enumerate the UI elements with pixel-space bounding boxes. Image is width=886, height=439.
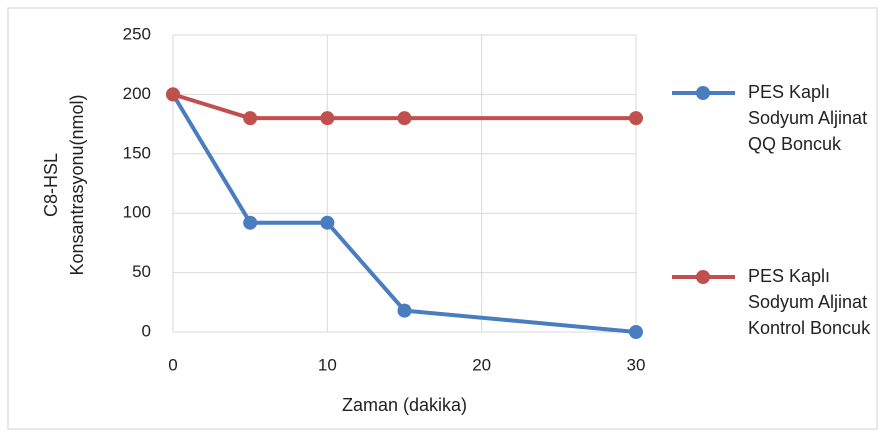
- data-point: [166, 87, 180, 102]
- data-point: [629, 325, 643, 339]
- x-axis-title: Zaman (dakika): [341, 395, 468, 415]
- x-tick-label: 10: [318, 355, 337, 374]
- data-point: [320, 111, 335, 126]
- data-point: [320, 215, 335, 230]
- legend-marker: [696, 86, 710, 100]
- x-tick-label: 30: [627, 355, 646, 374]
- y-tick-label: 50: [132, 262, 151, 281]
- x-tick-label: 20: [472, 355, 491, 374]
- data-point: [397, 303, 412, 318]
- y-tick-label: 0: [142, 321, 151, 340]
- legend-label: PES Kaplı Sodyum Aljinat QQ Boncuk: [748, 82, 868, 154]
- data-point: [397, 111, 412, 126]
- data-point: [243, 111, 258, 126]
- y-tick-label: 150: [123, 143, 151, 162]
- y-tick-label: 100: [123, 203, 151, 222]
- y-tick-label: 200: [123, 84, 151, 103]
- data-point: [243, 215, 258, 230]
- legend-marker: [696, 270, 710, 284]
- chart-border: [7, 7, 878, 430]
- data-point: [629, 111, 643, 126]
- y-axis-title: C8-HSL Konsantrasyonu(nmol): [41, 94, 87, 276]
- x-tick-label: 0: [168, 355, 177, 374]
- y-tick-label: 250: [123, 24, 151, 43]
- legend-label: PES Kaplı Sodyum Aljinat Kontrol Boncuk: [748, 266, 871, 338]
